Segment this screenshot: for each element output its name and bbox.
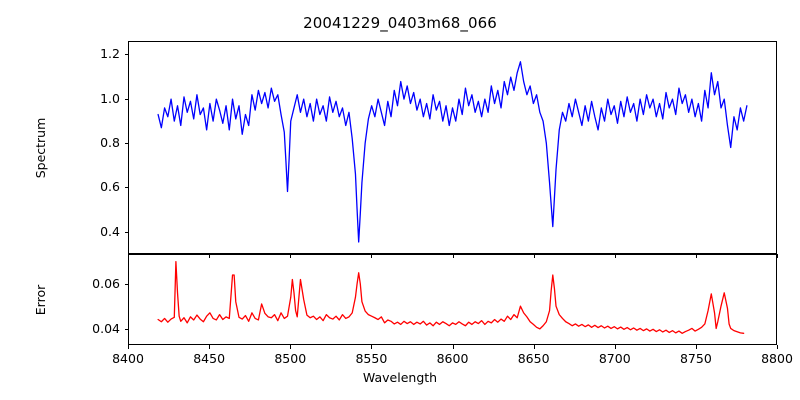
error-xtick-label: 8650 [517,351,550,366]
spectrum-xtick [695,254,697,258]
error-xtick-label: 8700 [598,351,631,366]
error-ytick [124,329,128,331]
error-xtick-label: 8750 [679,351,712,366]
error-xtick [290,345,292,349]
spectrum-xtick [614,254,616,258]
error-xtick-label: 8400 [112,351,144,366]
spectrum-plot-area [129,42,776,253]
x-axis-label: Wavelength [362,370,438,385]
error-xtick-label: 8600 [436,351,469,366]
error-xtick [533,345,535,349]
spectrum-axis-label: Spectrum [33,117,48,178]
spectrum-xtick [371,254,373,258]
error-trace [158,262,744,334]
error-xtick [452,345,454,349]
spectrum-ytick-label: 1.0 [100,90,120,106]
error-plot-area [129,255,776,344]
plot-title: 20041229_0403m68_066 [303,14,497,32]
error-xtick-label: 8450 [193,351,226,366]
spectrum-ytick [124,54,128,56]
error-xtick [614,345,616,349]
spectrum-ytick [124,98,128,100]
error-xtick [695,345,697,349]
error-xtick-label: 8550 [355,351,388,366]
spectrum-xtick [777,254,778,258]
spectrum-xtick [452,254,454,258]
error-xtick [209,345,211,349]
error-ytick [124,283,128,285]
error-axis-label: Error [33,284,48,315]
spectrum-xtick [209,254,211,258]
error-axes [128,254,777,345]
spectrum-trace [158,62,747,242]
spectrum-ytick [124,187,128,189]
spectrum-axes [128,41,777,254]
spectrum-ytick [124,231,128,233]
spectrum-ytick-label: 1.2 [100,46,120,62]
error-xtick [371,345,373,349]
error-ytick-label: 0.04 [92,321,120,337]
spectrum-xtick [290,254,292,258]
error-ytick-label: 0.06 [92,275,120,291]
spectrum-ytick-label: 0.8 [100,135,120,151]
spectrum-ytick-label: 0.6 [100,179,120,195]
spectrum-ytick [124,143,128,145]
spectrum-ytick-label: 0.4 [100,223,120,239]
spectrum-xtick [533,254,535,258]
error-xtick [777,345,778,349]
error-xtick-label: 8800 [761,351,793,366]
error-xtick [128,345,129,349]
spectrum-xtick [128,254,129,258]
error-xtick-label: 8500 [274,351,307,366]
